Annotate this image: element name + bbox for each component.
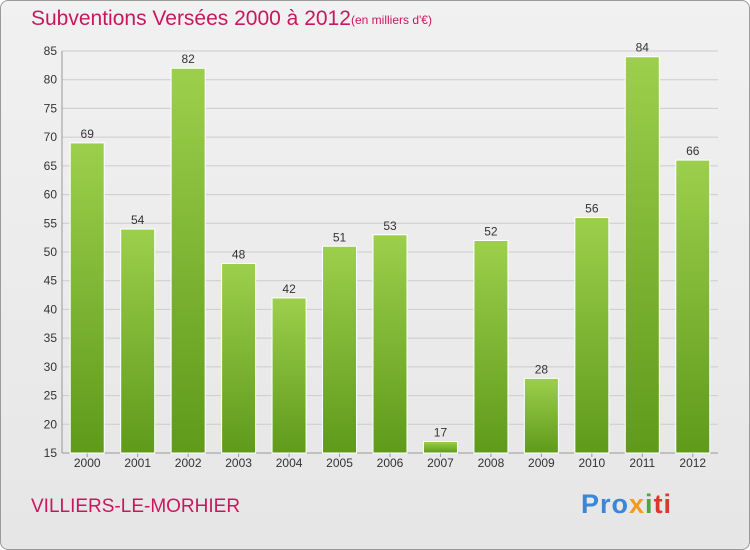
y-tick-label: 70 (44, 130, 58, 144)
x-tick-label-2005: 2005 (326, 456, 353, 470)
data-label-2009: 28 (535, 362, 549, 376)
bar-2009[interactable] (523, 377, 559, 454)
y-tick-label: 45 (44, 274, 58, 288)
chart-subtitle: (en milliers d'€) (351, 13, 432, 27)
data-label-2011: 84 (636, 41, 650, 55)
data-label-2012: 66 (686, 144, 700, 158)
y-tick-label: 85 (44, 44, 58, 58)
x-tick-label-2004: 2004 (276, 456, 303, 470)
y-tick-label: 40 (44, 302, 58, 316)
y-tick-label: 55 (44, 216, 58, 230)
y-tick-label: 15 (44, 446, 58, 460)
data-label-2005: 51 (333, 230, 347, 244)
commune-name: VILLIERS-LE-MORHIER (31, 496, 241, 517)
bar-2007[interactable] (422, 441, 458, 454)
bar-2005[interactable] (322, 245, 358, 454)
x-tick-label-2009: 2009 (528, 456, 555, 470)
y-tick-label: 60 (44, 188, 58, 202)
bar-2008[interactable] (473, 240, 509, 454)
y-tick-label: 20 (44, 417, 58, 431)
data-label-2010: 56 (585, 202, 599, 216)
chart-title: Subventions Versées 2000 à 2012 (31, 7, 351, 30)
bar-layer (69, 56, 711, 454)
bar-2006[interactable] (372, 234, 408, 454)
data-label-2007: 17 (434, 426, 448, 440)
x-tick-label-2001: 2001 (124, 456, 151, 470)
bar-2002[interactable] (170, 67, 206, 454)
bar-2011[interactable] (624, 56, 660, 454)
x-tick-label-2000: 2000 (74, 456, 101, 470)
bar-2001[interactable] (120, 228, 156, 454)
bar-2004[interactable] (271, 297, 307, 454)
data-label-2004: 42 (282, 282, 296, 296)
logo-part-3: i (645, 489, 654, 519)
x-tick-label-2010: 2010 (578, 456, 605, 470)
data-label-2000: 69 (81, 127, 95, 141)
bar-2000[interactable] (69, 142, 105, 454)
data-label-2001: 54 (131, 213, 145, 227)
bar-2010[interactable] (574, 217, 610, 454)
y-tick-label: 65 (44, 159, 58, 173)
y-tick-label: 25 (44, 389, 58, 403)
data-label-2006: 53 (383, 219, 397, 233)
logo-part-2: x (629, 489, 646, 519)
data-label-2003: 48 (232, 247, 246, 261)
logo-part-4: ti (653, 489, 673, 519)
x-tick-label-2006: 2006 (377, 456, 404, 470)
x-tick-label-2012: 2012 (679, 456, 706, 470)
data-label-2002: 82 (181, 52, 195, 66)
x-tick-label-2008: 2008 (478, 456, 505, 470)
bar-2012[interactable] (675, 159, 711, 454)
x-tick-label-2011: 2011 (629, 456, 655, 470)
data-label-2008: 52 (484, 225, 498, 239)
logo-part-1: Pro (581, 489, 630, 519)
x-tick-label-2003: 2003 (225, 456, 252, 470)
y-tick-label: 75 (44, 101, 58, 115)
x-tick-label-2002: 2002 (175, 456, 202, 470)
x-tick-label-2007: 2007 (427, 456, 454, 470)
y-tick-label: 50 (44, 245, 58, 259)
y-tick-label: 80 (44, 73, 58, 87)
y-tick-label: 35 (44, 331, 58, 345)
proxiti-logo[interactable]: Proxiti (581, 489, 672, 520)
y-tick-label: 30 (44, 360, 58, 374)
label-layer: 15 20 25 30 35 40 45 50 55 60 65 70 75 80 85 69 2000 54 20… (44, 41, 707, 470)
bar-2003[interactable] (221, 262, 257, 454)
